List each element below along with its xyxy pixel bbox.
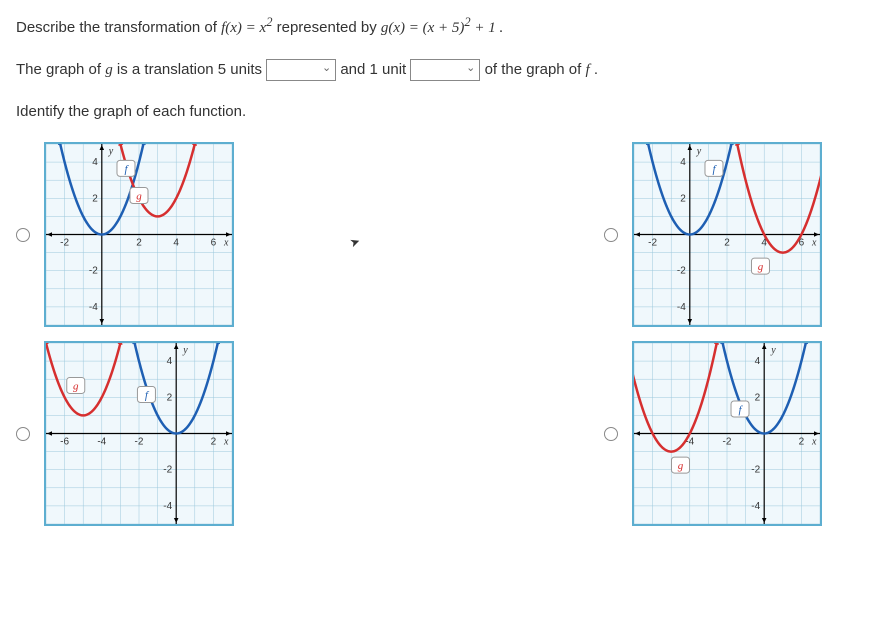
svg-text:-2: -2 bbox=[751, 465, 760, 476]
svg-text:-2: -2 bbox=[163, 465, 172, 476]
radio-option-d[interactable] bbox=[604, 427, 618, 441]
q-middle: represented by bbox=[277, 19, 381, 36]
svg-text:y: y bbox=[770, 345, 776, 356]
svg-text:g: g bbox=[758, 261, 764, 273]
g-def: g(x) = (x + 5)2 + 1 . bbox=[381, 20, 503, 36]
svg-text:g: g bbox=[73, 380, 79, 392]
svg-text:4: 4 bbox=[167, 356, 173, 367]
radio-option-c[interactable] bbox=[16, 427, 30, 441]
q-prefix: Describe the transformation of bbox=[16, 19, 221, 36]
svg-text:g: g bbox=[678, 460, 684, 472]
svg-text:-4: -4 bbox=[163, 501, 172, 512]
graph-a[interactable]: -2246-4-224yxfg bbox=[44, 142, 234, 327]
svg-text:-4: -4 bbox=[97, 437, 106, 448]
svg-text:-4: -4 bbox=[89, 302, 98, 313]
graph-d[interactable]: -4-22-4-224yxfg bbox=[632, 341, 822, 526]
svg-text:x: x bbox=[223, 437, 229, 448]
svg-text:-2: -2 bbox=[60, 238, 69, 249]
svg-text:x: x bbox=[223, 238, 229, 249]
svg-text:2: 2 bbox=[680, 193, 686, 204]
fill-in-line: The graph of g is a translation 5 units … bbox=[16, 58, 870, 82]
svg-text:x: x bbox=[811, 437, 817, 448]
f-def: f(x) = x2 bbox=[221, 20, 272, 36]
svg-text:-2: -2 bbox=[723, 437, 732, 448]
g-symbol: g bbox=[105, 62, 113, 78]
direction-dropdown-1[interactable] bbox=[266, 59, 336, 81]
svg-text:2: 2 bbox=[755, 392, 761, 403]
svg-text:x: x bbox=[811, 238, 817, 249]
svg-text:2: 2 bbox=[211, 437, 217, 448]
question-text: Describe the transformation of f(x) = x2… bbox=[16, 12, 870, 40]
svg-text:-2: -2 bbox=[677, 266, 686, 277]
svg-text:4: 4 bbox=[680, 157, 686, 168]
svg-text:2: 2 bbox=[136, 238, 142, 249]
svg-text:g: g bbox=[136, 190, 142, 202]
svg-text:y: y bbox=[182, 345, 188, 356]
radio-option-a[interactable] bbox=[16, 228, 30, 242]
svg-text:2: 2 bbox=[799, 437, 805, 448]
svg-text:-2: -2 bbox=[135, 437, 144, 448]
svg-text:2: 2 bbox=[92, 193, 98, 204]
direction-dropdown-2[interactable] bbox=[410, 59, 480, 81]
svg-text:4: 4 bbox=[755, 356, 761, 367]
svg-text:6: 6 bbox=[211, 238, 217, 249]
svg-text:4: 4 bbox=[173, 238, 179, 249]
graphs-grid: -2246-4-224yxfg -6-4-22-4-224yxfg -2246-… bbox=[16, 142, 870, 526]
svg-text:y: y bbox=[108, 146, 114, 157]
identify-text: Identify the graph of each function. bbox=[16, 100, 870, 124]
svg-text:4: 4 bbox=[92, 157, 98, 168]
f-symbol: f bbox=[585, 62, 589, 78]
svg-text:-2: -2 bbox=[89, 266, 98, 277]
svg-text:-4: -4 bbox=[751, 501, 760, 512]
svg-text:2: 2 bbox=[167, 392, 173, 403]
svg-text:-2: -2 bbox=[648, 238, 657, 249]
graph-b[interactable]: -2246-4-224yxfg bbox=[632, 142, 822, 327]
svg-text:y: y bbox=[696, 146, 702, 157]
radio-option-b[interactable] bbox=[604, 228, 618, 242]
svg-text:-6: -6 bbox=[60, 437, 69, 448]
graph-c[interactable]: -6-4-22-4-224yxfg bbox=[44, 341, 234, 526]
svg-text:2: 2 bbox=[724, 238, 730, 249]
svg-text:-4: -4 bbox=[677, 302, 686, 313]
